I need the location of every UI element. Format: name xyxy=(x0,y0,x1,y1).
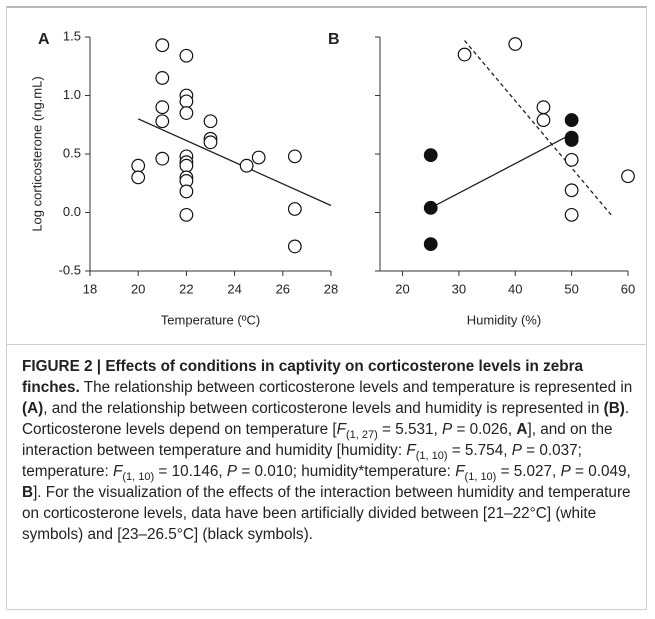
trend-line xyxy=(430,133,572,209)
data-point xyxy=(423,200,438,215)
x-axis-label: Humidity (%) xyxy=(467,312,541,327)
caption-text: The relationship between corticosterone … xyxy=(79,379,633,396)
figure: -0.5 0.0 0.5 1.0 1.5 18 20 22 24 26 28 Temperature … xyxy=(29,28,635,327)
data-point xyxy=(155,151,170,166)
caption: FIGURE 2 | Effects of conditions in capt… xyxy=(22,356,642,545)
caption-text: ], and on the interaction between temper… xyxy=(22,421,613,459)
y-tick-label: 0.5 xyxy=(63,145,81,160)
caption-text: . Corticosterone levels depend on temper… xyxy=(22,400,630,438)
caption-text: = 5.754, xyxy=(447,442,512,459)
data-point xyxy=(287,202,302,216)
data-point xyxy=(155,100,170,115)
data-point xyxy=(155,114,170,129)
caption-text: B xyxy=(22,484,34,501)
x-tick-label: 24 xyxy=(227,281,241,296)
caption-text: (1, 10) xyxy=(122,471,155,484)
y-tick-label: 0.0 xyxy=(63,204,81,219)
caption-text: F xyxy=(336,421,346,438)
x-tick-label: 20 xyxy=(395,281,409,296)
data-point xyxy=(287,149,302,164)
x-tick-label: 20 xyxy=(131,281,145,296)
panel-label: A xyxy=(38,31,50,48)
caption-text: P xyxy=(226,463,238,480)
trend-line xyxy=(137,118,332,207)
data-point xyxy=(287,239,302,254)
data-point xyxy=(564,183,579,198)
data-point xyxy=(131,158,146,173)
caption-text: P xyxy=(442,421,453,438)
x-tick-label: 18 xyxy=(83,281,97,296)
caption-text: = 0.010; humidity*temperature: xyxy=(237,463,456,480)
data-point xyxy=(203,114,218,129)
caption-text: (B) xyxy=(603,400,625,417)
caption-text: (1, 27) xyxy=(345,429,378,442)
caption-text: A xyxy=(516,421,528,438)
caption-text: = 0.049, xyxy=(570,463,631,480)
trend-line xyxy=(464,40,612,216)
separator xyxy=(6,344,647,345)
caption-text: (1, 10) xyxy=(415,450,448,463)
y-axis-label: Log corticosterone (ng.mL) xyxy=(29,76,44,231)
caption-text: = 5.027, xyxy=(496,463,561,480)
y-tick-label: 1.0 xyxy=(63,87,81,102)
caption-text: F xyxy=(406,442,416,459)
data-point xyxy=(155,38,170,53)
data-point xyxy=(251,150,266,165)
panel-label: B xyxy=(328,31,340,48)
data-point xyxy=(131,170,146,185)
caption-text: P xyxy=(511,442,522,459)
data-point xyxy=(203,135,218,150)
data-point xyxy=(536,113,551,127)
data-point xyxy=(564,207,579,222)
x-tick-label: 28 xyxy=(324,281,338,296)
data-point xyxy=(564,113,579,127)
data-point xyxy=(564,152,579,167)
x-tick-label: 40 xyxy=(508,281,522,296)
caption-text: = 0.026, xyxy=(452,421,517,438)
data-point xyxy=(621,169,635,184)
caption-text: (A) xyxy=(22,400,44,417)
x-tick-label: 60 xyxy=(621,281,635,296)
data-point xyxy=(179,106,194,120)
caption-text: ]. For the visualization of the effects … xyxy=(22,484,631,543)
data-point xyxy=(239,158,254,173)
data-point xyxy=(457,47,472,62)
data-point xyxy=(423,237,438,251)
caption-text: = 10.146, xyxy=(154,463,227,480)
caption-title: FIGURE 2 | Effects of conditions in capt… xyxy=(22,358,584,396)
data-point xyxy=(536,100,551,115)
data-point xyxy=(179,184,194,199)
data-point xyxy=(564,133,579,147)
x-tick-label: 50 xyxy=(564,281,578,296)
x-tick-label: 30 xyxy=(452,281,466,296)
data-point xyxy=(155,71,170,85)
data-point xyxy=(423,148,438,163)
caption-text: F xyxy=(455,463,465,480)
caption-text: = 0.037; temperature: xyxy=(22,442,582,480)
data-point xyxy=(179,158,194,173)
data-point xyxy=(179,94,194,109)
data-point xyxy=(179,48,194,63)
caption-text: (1, 10) xyxy=(464,471,497,484)
caption-text: P xyxy=(560,463,571,480)
caption-text: = 5.531, xyxy=(377,421,442,438)
data-point xyxy=(508,37,523,51)
figure-frame xyxy=(6,6,647,610)
data-point xyxy=(179,207,194,222)
y-tick-label: -0.5 xyxy=(59,262,81,277)
x-axis-label: Temperature (ºC) xyxy=(161,312,260,327)
x-tick-label: 26 xyxy=(276,281,290,296)
x-tick-label: 22 xyxy=(179,281,193,296)
y-tick-label: 1.5 xyxy=(63,28,81,43)
caption-text: F xyxy=(112,463,123,480)
caption-text: , and the relationship between corticost… xyxy=(43,400,604,417)
